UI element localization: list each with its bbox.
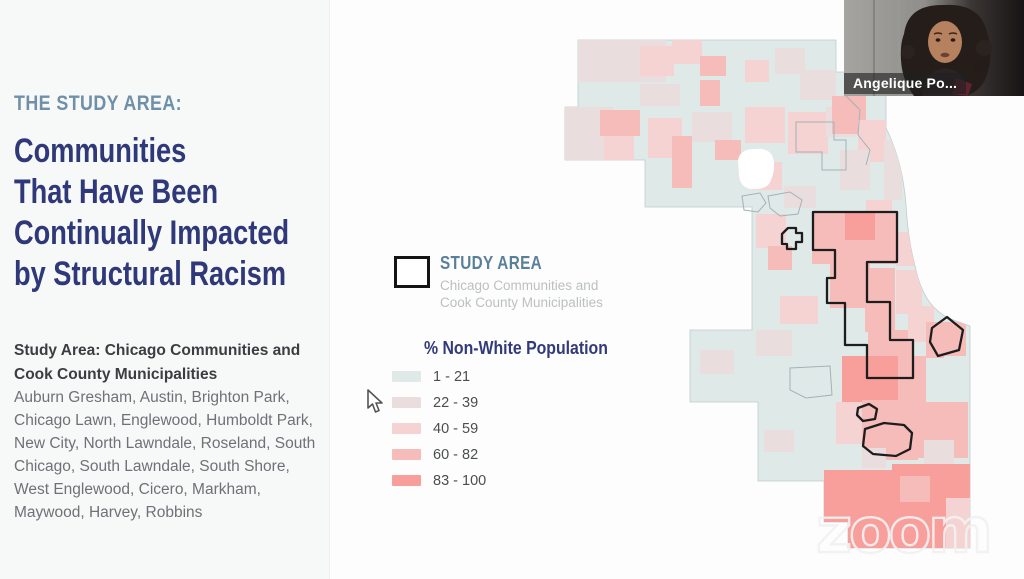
legend-swatch [392,475,421,486]
study-area-key-label: STUDY AREA [440,253,543,273]
sidebar-divider [329,0,330,579]
zoom-watermark: zoom [814,493,1024,579]
legend-swatch [392,397,421,408]
legend-row: 60 - 82 [392,446,633,463]
legend-swatch [392,449,421,460]
legend-row: 83 - 100 [392,472,633,489]
legend-row: 40 - 59 [392,420,633,437]
choropleth-map [564,39,971,549]
legend-range-label: 22 - 39 [433,394,479,411]
map-color-legend: % Non-White Population 1 - 21 22 - 39 40… [392,338,633,489]
zoom-watermark-text: zoom [816,494,990,567]
slide-sidebar: THE STUDY AREA: Communities That Have Be… [0,0,330,579]
community-list: Auburn Gresham, Austin, Brighton Park, C… [14,389,316,521]
legend-title: % Non-White Population [424,338,608,358]
legend-row: 1 - 21 [392,368,633,385]
slide-title: Communities That Have Been Continually I… [14,131,289,295]
legend-range-label: 1 - 21 [433,368,471,385]
slide-title-line-4: by Structural Racism [14,255,287,293]
slide-kicker: THE STUDY AREA: [14,92,183,115]
participant-name-label: Angelique Po... [844,73,967,94]
slide-title-line-2: That Have Been [14,173,219,211]
slide-title-line-1: Communities [14,132,187,170]
legend-range-label: 40 - 59 [433,420,479,437]
study-area-outlines [780,210,965,458]
slide-title-line-3: Continually Impacted [14,214,290,252]
legend-range-label: 60 - 82 [433,446,479,463]
participant-video[interactable]: Angelique Po... [844,0,1024,96]
study-area-key-text: STUDY AREA Chicago Communities and Cook … [440,253,610,311]
mouse-cursor [367,389,383,413]
study-area-key-box [394,256,430,288]
tract-patches [565,40,970,548]
legend-row: 22 - 39 [392,394,633,411]
legend-swatch [392,423,421,434]
legend-rows: 1 - 21 22 - 39 40 - 59 60 - 82 83 - 100 [392,368,633,489]
ohare-gap [738,148,775,190]
legend-swatch [392,371,421,382]
study-area-key-sublabel: Chicago Communities and Cook County Muni… [440,278,603,310]
legend-range-label: 83 - 100 [433,472,487,489]
municipal-boundaries [741,94,871,399]
study-area-key: STUDY AREA Chicago Communities and Cook … [394,253,610,311]
study-area-subtitle: Study Area: Chicago Communities and Cook… [14,342,301,383]
